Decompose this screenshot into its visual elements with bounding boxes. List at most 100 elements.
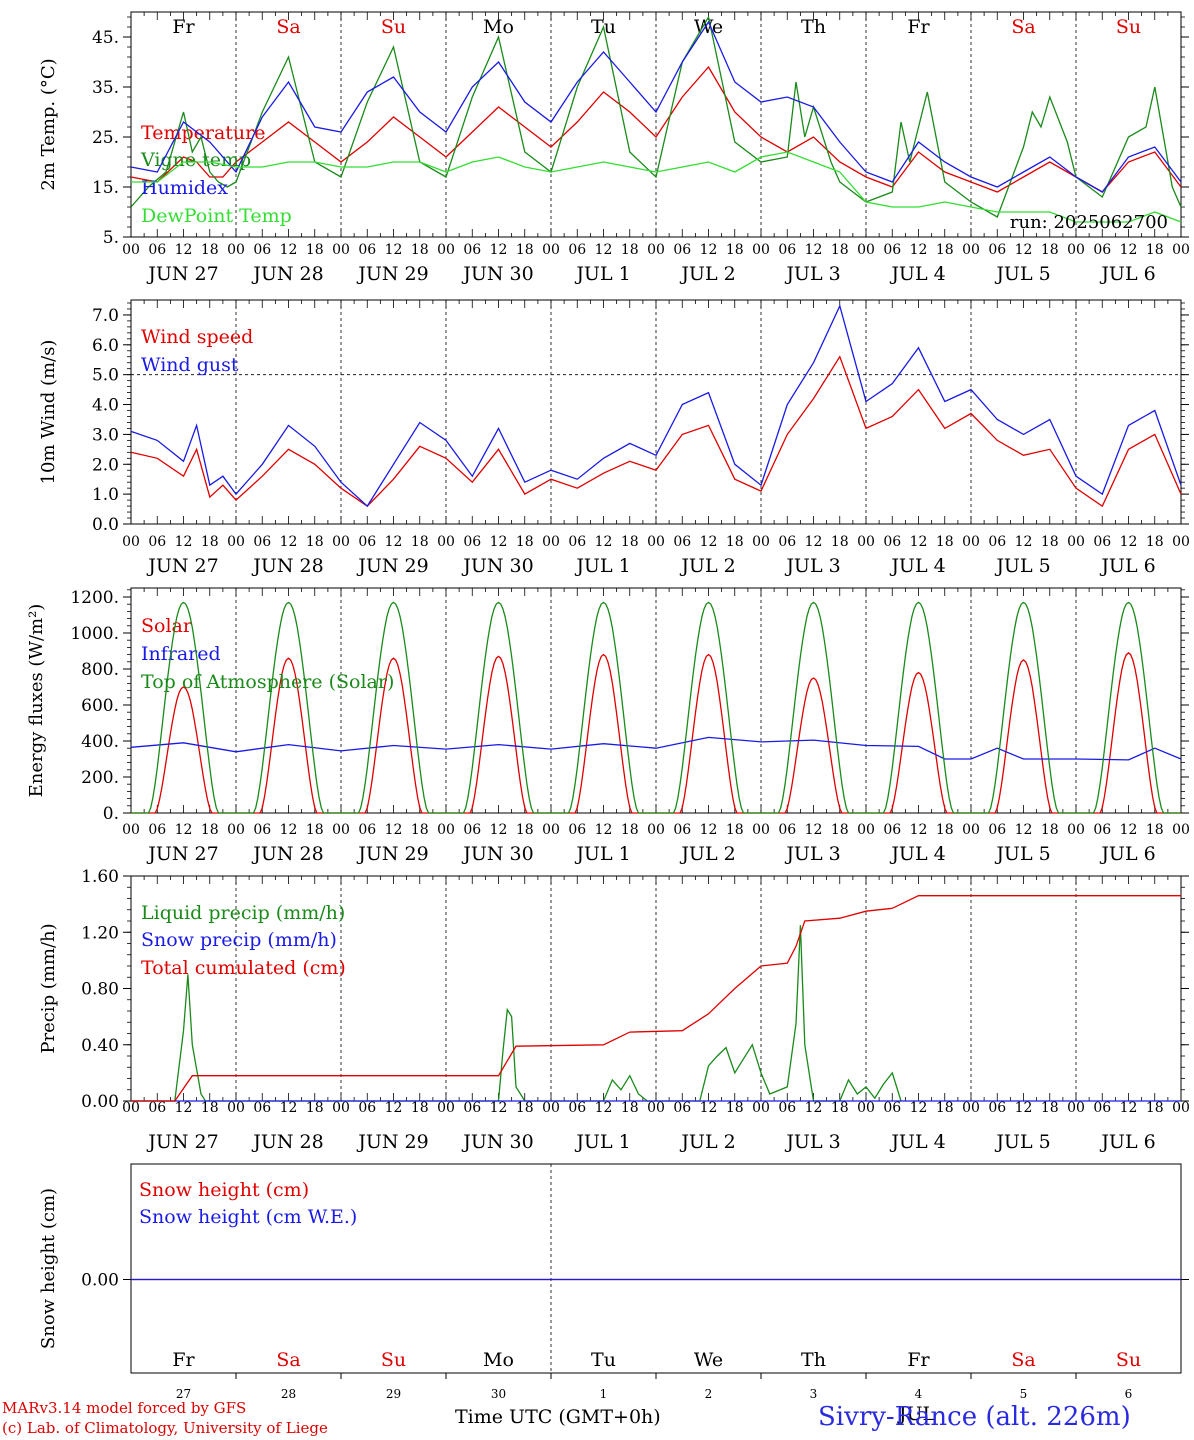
hour-tick-label: 12 — [805, 242, 823, 258]
hour-tick-label: 18 — [621, 242, 639, 258]
hour-tick-label: 12 — [1120, 242, 1138, 258]
model-credit: MARv3.14 model forced by GFS — [2, 1399, 247, 1417]
legend-liquid-precip-mm-h: Liquid precip (mm/h) — [141, 902, 345, 924]
date-label: JUL 1 — [574, 1131, 630, 1153]
legend-snow-height-cm: Snow height (cm) — [139, 1179, 309, 1201]
hour-tick-label: 00 — [1172, 1100, 1190, 1116]
hour-tick-label: 00 — [857, 242, 875, 258]
y-tick-label: 1.20 — [81, 923, 119, 943]
hour-tick-label: 12 — [1120, 822, 1138, 838]
y-axis-label: Energy fluxes (W/m²) — [26, 604, 47, 798]
legend-humidex: Humidex — [141, 177, 228, 199]
station-name: Sivry-Rance (alt. 226m) — [818, 1402, 1131, 1432]
date-label: JUN 27 — [146, 555, 218, 577]
date-label: JUN 30 — [461, 1131, 533, 1153]
y-axis-label: Snow height (cm) — [38, 1188, 59, 1349]
weekday-label: Th — [801, 1349, 826, 1371]
y-tick-label: 3.0 — [92, 425, 119, 445]
hour-tick-label: 12 — [175, 822, 193, 838]
hour-tick-label: 18 — [1041, 534, 1059, 550]
weekday-label: Su — [381, 1349, 406, 1371]
day-number-label: 5 — [1020, 1387, 1028, 1401]
day-number-label: 3 — [810, 1387, 818, 1401]
hour-tick-label: 18 — [831, 242, 849, 258]
legend-snow-height-cm-w-e: Snow height (cm W.E.) — [139, 1206, 357, 1228]
plot-frame — [130, 587, 1182, 814]
hour-tick-label: 12 — [175, 242, 193, 258]
hour-tick-label: 18 — [621, 822, 639, 838]
series-humidex — [130, 20, 1182, 193]
hour-tick-label: 00 — [752, 1100, 770, 1116]
hour-tick-label: 06 — [988, 1100, 1006, 1116]
hour-tick-label: 18 — [201, 822, 219, 838]
weekday-label: Fr — [172, 1349, 195, 1371]
hour-tick-label: 12 — [595, 534, 613, 550]
hour-tick-label: 00 — [857, 534, 875, 550]
hour-tick-label: 00 — [647, 1100, 665, 1116]
date-label: JUL 1 — [574, 555, 630, 577]
weekday-label: Sa — [276, 1349, 300, 1371]
hour-tick-label: 18 — [831, 1100, 849, 1116]
weekday-label: Su — [1116, 16, 1141, 38]
hour-tick-label: 18 — [201, 534, 219, 550]
hour-tick-label: 12 — [595, 822, 613, 838]
hour-tick-label: 12 — [280, 1100, 298, 1116]
hour-tick-label: 00 — [1067, 1100, 1085, 1116]
date-label: JUL 6 — [1099, 843, 1155, 865]
series-dewpoint-temp — [131, 151, 1182, 223]
hour-tick-label: 06 — [463, 242, 481, 258]
hour-tick-label: 12 — [1015, 1100, 1033, 1116]
hour-tick-label: 06 — [673, 242, 691, 258]
hour-tick-label: 12 — [385, 1100, 403, 1116]
y-axis-label: 2m Temp. (°C) — [38, 58, 59, 190]
legend-snow-precip-mm-h: Snow precip (mm/h) — [141, 929, 337, 951]
hour-tick-label: 06 — [568, 242, 586, 258]
day-number-label: 1 — [600, 1387, 608, 1401]
date-label: JUL 5 — [994, 843, 1050, 865]
hour-tick-label: 12 — [175, 1100, 193, 1116]
date-label: JUL 6 — [1099, 1131, 1155, 1153]
hour-tick-label: 18 — [516, 534, 534, 550]
hour-tick-label: 18 — [516, 822, 534, 838]
hour-tick-label: 12 — [700, 822, 718, 838]
date-label: JUL 2 — [679, 843, 735, 865]
hour-tick-label: 12 — [700, 534, 718, 550]
date-label: JUL 3 — [784, 843, 840, 865]
date-label: JUL 1 — [574, 263, 630, 285]
hour-tick-label: 00 — [1172, 822, 1190, 838]
hour-tick-label: 12 — [490, 534, 508, 550]
hour-tick-label: 00 — [1067, 822, 1085, 838]
date-label: JUN 28 — [251, 843, 323, 865]
y-axis-label: 10m Wind (m/s) — [38, 340, 59, 485]
y-tick-label: 600. — [81, 696, 119, 716]
y-tick-label: 1.60 — [81, 867, 119, 887]
hour-tick-label: 06 — [568, 1100, 586, 1116]
hour-tick-label: 12 — [805, 822, 823, 838]
hour-tick-label: 06 — [253, 242, 271, 258]
date-label: JUN 28 — [251, 263, 323, 285]
panel-2: 0.0 1.0 2.0 3.0 4.0 5.0 6.0 7.0 10m Wind (m/s) 00… — [38, 299, 1190, 577]
hour-tick-label: 12 — [490, 822, 508, 838]
hour-tick-label: 00 — [752, 534, 770, 550]
hour-tick-label: 06 — [358, 242, 376, 258]
hour-tick-label: 06 — [673, 1100, 691, 1116]
hour-tick-label: 18 — [621, 1100, 639, 1116]
x-axis-title: Time UTC (GMT+0h) — [455, 1406, 661, 1428]
date-label: JUN 28 — [251, 1131, 323, 1153]
panel-1: 5. 15. 25. 35. 45. 2m Temp. (°C) 00 06 12 18 JUN 2… — [38, 11, 1190, 285]
hour-tick-label: 12 — [910, 534, 928, 550]
weekday-label: Th — [801, 16, 826, 38]
series-temperature — [130, 65, 1182, 193]
y-tick-label: 7.0 — [92, 306, 119, 326]
hour-tick-label: 12 — [385, 242, 403, 258]
hour-tick-label: 12 — [805, 1100, 823, 1116]
day-number-label: 2 — [705, 1387, 713, 1401]
y-tick-label: 1000. — [70, 624, 119, 644]
hour-tick-label: 06 — [673, 534, 691, 550]
hour-tick-label: 00 — [122, 534, 140, 550]
hour-tick-label: 06 — [568, 822, 586, 838]
hour-tick-label: 00 — [332, 822, 350, 838]
date-label: JUN 30 — [461, 843, 533, 865]
hour-tick-label: 18 — [306, 822, 324, 838]
hour-tick-label: 00 — [227, 1100, 245, 1116]
